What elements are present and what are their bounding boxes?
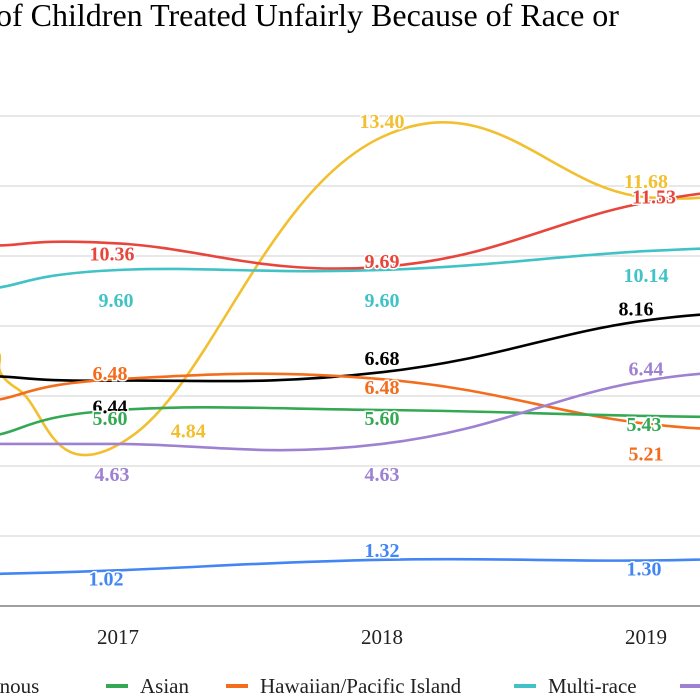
series-line-blue — [0, 557, 700, 576]
data-label: 9.69 — [365, 251, 400, 273]
data-label: 4.84 — [171, 421, 206, 443]
series-line-yellow — [0, 121, 700, 457]
series-line-green — [0, 405, 700, 436]
series-line-orange — [0, 372, 700, 430]
series-line-red — [0, 192, 700, 270]
data-label: 13.40 — [360, 111, 405, 133]
data-label: 1.30 — [627, 559, 662, 581]
data-labels: 4.84 13.40 11.68 10.36 9.69 11.53 9.60 9.60 10.1… — [87, 110, 677, 592]
data-label: 1.02 — [89, 568, 124, 590]
data-label: 6.44 — [93, 397, 128, 419]
data-label: 8.16 — [619, 298, 654, 320]
x-tick-label: 2018 — [361, 625, 403, 649]
x-tick-label: 2019 — [625, 625, 667, 649]
data-label: 9.60 — [365, 290, 400, 312]
data-label: 9.60 — [99, 290, 134, 312]
data-label: 10.14 — [624, 265, 669, 287]
series-line-cyan — [0, 247, 700, 289]
x-tick-label: 2017 — [97, 625, 139, 649]
legend-label: Asian — [140, 674, 189, 698]
legend: igenous Asian Hawaiian/Pacific Island Multi… — [0, 674, 700, 698]
data-label: 6.44 — [629, 359, 664, 381]
legend-label: igenous — [0, 674, 39, 698]
data-label: 5.43 — [627, 414, 662, 436]
data-label: 11.53 — [632, 186, 676, 208]
data-label: 10.36 — [90, 243, 135, 265]
data-label: 4.63 — [95, 464, 130, 486]
data-label: 6.68 — [365, 348, 400, 370]
data-label: 6.48 — [365, 377, 400, 399]
series-lines — [0, 121, 700, 576]
gridlines — [0, 115, 700, 607]
x-axis: 2017 2018 2019 — [97, 625, 667, 649]
data-label: 6.48 — [93, 363, 128, 385]
legend-label: Hawaiian/Pacific Island — [260, 674, 462, 698]
chart-title: of Children Treated Unfairly Because of … — [0, 0, 619, 33]
data-label: 1.32 — [365, 540, 400, 562]
data-label: 5.60 — [93, 408, 128, 430]
data-label: 5.21 — [629, 444, 664, 466]
legend-label: Multi-race — [548, 674, 637, 698]
data-label: 4.63 — [365, 464, 400, 486]
series-line-purple — [0, 372, 700, 452]
data-label: 11.68 — [624, 171, 668, 193]
data-label: 5.60 — [365, 408, 400, 430]
